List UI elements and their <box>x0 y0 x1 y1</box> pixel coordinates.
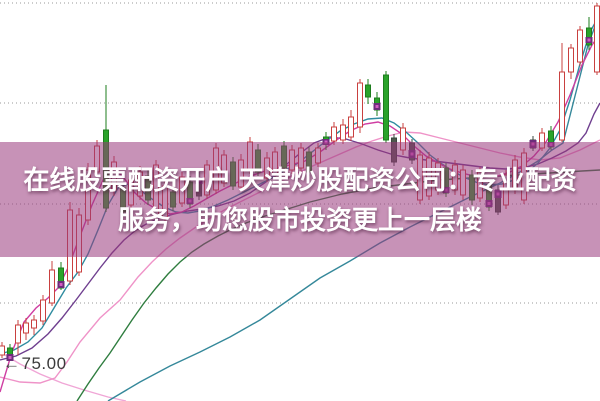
candle <box>6 344 14 361</box>
overlap-marker-dot <box>587 38 591 42</box>
promo-banner-line1: 在线股票配资开户 天津炒股配资公司：专业配资 <box>23 164 577 195</box>
ma-line-pink-long-falling <box>0 351 127 401</box>
candle-body <box>331 126 337 142</box>
candle <box>383 71 389 143</box>
candle <box>23 318 29 340</box>
candle-body <box>23 322 29 334</box>
candle <box>594 3 600 75</box>
candle <box>331 122 337 145</box>
candle <box>585 17 593 50</box>
candle-body <box>577 29 583 63</box>
overlap-marker-dot <box>59 283 63 286</box>
candle <box>559 43 565 142</box>
candle-body <box>15 324 21 344</box>
candle <box>15 320 21 355</box>
candle-body <box>568 47 574 73</box>
overlap-marker-dot <box>8 356 12 359</box>
candle-body <box>348 116 354 138</box>
overlap-marker-dot <box>375 105 379 108</box>
candle-body <box>340 124 346 141</box>
price-marker-value: 75.00 <box>21 354 67 373</box>
candle <box>31 315 37 335</box>
left-arrow-icon: ← <box>3 354 21 373</box>
candle <box>340 119 346 144</box>
candle <box>57 262 65 290</box>
candle <box>348 110 354 141</box>
candle-body <box>0 345 5 356</box>
price-marker: ← 75.00 <box>3 354 67 374</box>
candle-body <box>586 27 592 46</box>
candle-body <box>49 269 55 304</box>
candle <box>357 79 363 133</box>
candle-body <box>357 82 363 128</box>
candle-body <box>31 319 37 329</box>
candle <box>373 92 381 116</box>
candle <box>365 79 371 104</box>
promo-banner: 在线股票配资开户 天津炒股配资公司：专业配资 服务，助您股市投资更上一层楼 <box>0 142 600 257</box>
candle-body <box>559 71 565 141</box>
candle <box>577 26 583 66</box>
candle <box>568 44 574 79</box>
candle-body <box>365 84 371 98</box>
candle-body <box>40 299 46 322</box>
candle <box>0 342 5 358</box>
candle <box>40 295 46 325</box>
promo-banner-line2: 服务，助您股市投资更上一层楼 <box>117 204 482 235</box>
candle <box>49 261 55 306</box>
candle-body <box>594 5 600 73</box>
candle-body <box>383 74 389 141</box>
